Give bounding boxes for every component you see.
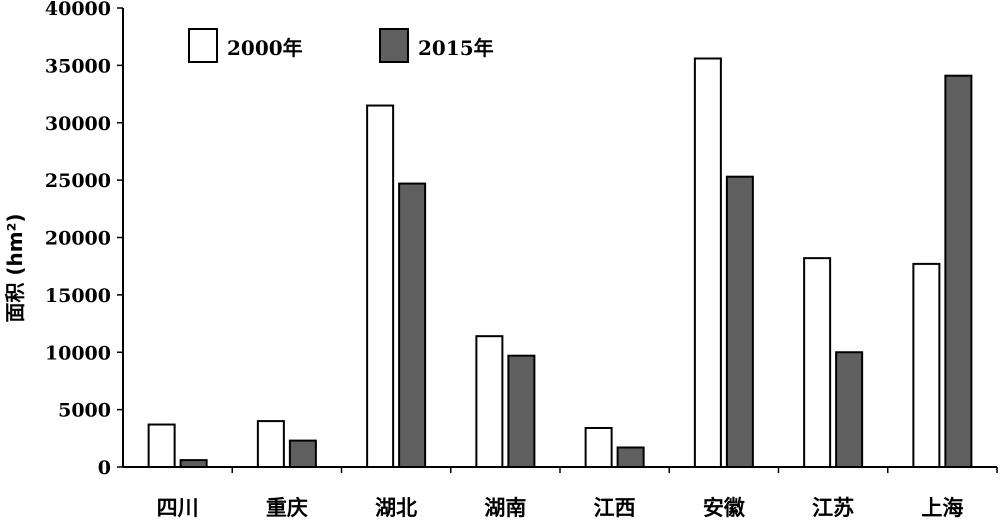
legend-swatch (188, 28, 218, 63)
bar-series-2 (179, 459, 208, 468)
bar-series-2 (288, 439, 317, 469)
y-tick-label: 40000 (45, 0, 111, 20)
legend: 2000年 2015年 (188, 28, 494, 63)
bar-series-1 (584, 426, 613, 468)
y-tick-label: 25000 (45, 170, 111, 192)
category-label: 上海 (921, 496, 963, 520)
y-tick-label: 35000 (45, 55, 111, 77)
category-label: 江苏 (812, 496, 854, 520)
legend-label: 2000年 (227, 36, 303, 60)
category-label: 四川 (157, 496, 199, 520)
bar-series-2 (507, 354, 536, 469)
bar-series-1 (256, 420, 285, 469)
legend-label: 2015年 (418, 36, 494, 60)
bar-series-1 (803, 257, 832, 468)
category-label: 湖北 (375, 496, 417, 520)
y-tick-label: 20000 (45, 228, 111, 250)
bar-series-1 (912, 262, 941, 468)
y-tick-label: 15000 (45, 285, 111, 307)
category-label: 江西 (594, 496, 636, 520)
bar-series-1 (366, 104, 395, 468)
bar-series-1 (147, 423, 176, 469)
category-label: 湖南 (484, 496, 526, 520)
y-tick-label: 5000 (58, 400, 111, 422)
bar-series-2 (616, 446, 645, 468)
bar-series-1 (693, 57, 722, 469)
bar-series-2 (944, 74, 973, 468)
bar-series-2 (398, 182, 427, 468)
y-ticks: 0 5000 10000 15000 20000 25000 30000 35000 40000 (45, 0, 123, 479)
bar-series-2 (835, 351, 864, 468)
category-labels: 四川 重庆 湖北 湖南 江西 安徽 江苏 上海 (157, 467, 998, 520)
category-label: 安徽 (703, 496, 746, 520)
bar-series-2 (725, 175, 754, 468)
category-label: 重庆 (266, 496, 308, 520)
y-tick-label: 10000 (45, 342, 111, 364)
legend-swatch (379, 28, 409, 63)
y-axis-label: 面积 (hm²) (3, 213, 27, 322)
bar-series-1 (475, 335, 504, 468)
y-tick-label: 0 (98, 457, 111, 479)
bars (147, 57, 973, 469)
y-tick-label: 30000 (45, 113, 111, 135)
